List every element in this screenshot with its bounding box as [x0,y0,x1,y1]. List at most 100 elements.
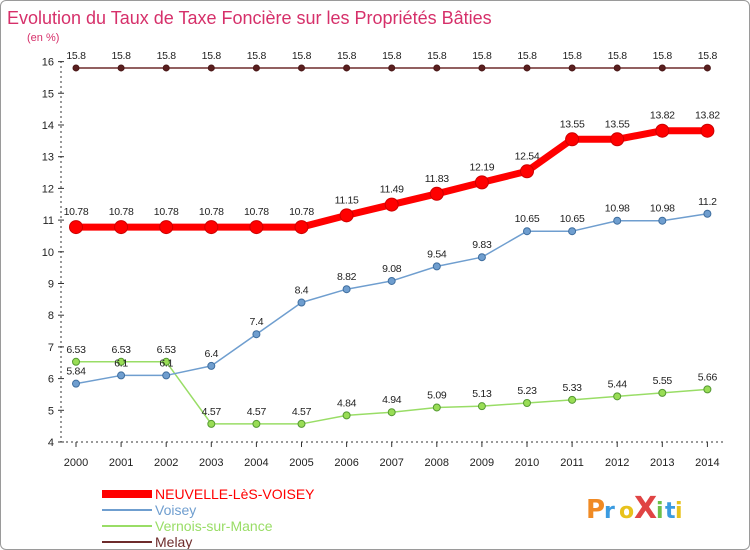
data-label-vernois: 4.57 [247,406,267,418]
data-labels: 15.8 15.8 15.8 15.8 15.8 15.8 15.8 15.8 15.8 15.8… [64,50,721,418]
chart-title: Evolution du Taux de Taxe Foncière sur l… [7,8,492,28]
data-label-melay: 15.8 [382,50,402,62]
data-label-neuvelle: 10.78 [289,206,314,218]
data-point-melay [252,64,260,72]
x-tick-label: 2012 [605,457,629,469]
data-point-voisey [523,227,531,236]
data-label-vernois: 4.84 [337,397,357,409]
data-label-neuvelle: 13.55 [560,118,585,130]
data-point-vernois [162,357,171,366]
data-point-neuvelle [249,220,264,235]
data-label-neuvelle: 13.82 [650,110,675,122]
y-tick-label: 10 [42,247,54,259]
y-tick-label: 8 [48,310,54,322]
data-point-melay [162,64,170,72]
data-point-melay [433,64,441,72]
data-label-vernois: 5.44 [608,378,628,390]
data-point-melay [658,64,666,72]
data-label-neuvelle: 13.82 [695,110,720,122]
legend: NEUVELLE-LèS-VOISEY Voisey Vernois-sur-M… [102,486,315,550]
logo-letter: r [604,499,615,524]
data-label-melay: 15.8 [292,50,312,62]
data-label-vernois: 4.57 [292,406,312,418]
data-label-voisey: 8.4 [295,285,309,297]
data-point-vernois [613,392,622,401]
data-point-vernois [72,357,80,366]
data-label-voisey: 10.98 [605,203,630,215]
x-tick-label: 2006 [334,457,358,469]
data-point-vernois [297,419,306,428]
logo-letter: i [675,499,683,524]
data-point-melay [298,64,305,72]
x-axis-ticks: 2000 2001 2002 2003 2004 2005 2006 2007 2008 2009… [64,442,720,469]
data-label-melay: 15.8 [562,50,582,62]
data-label-voisey: 9.83 [472,239,492,251]
data-label-vernois: 6.53 [157,344,177,356]
data-label-vernois: 6.53 [66,344,86,356]
x-tick-label: 2004 [244,457,268,469]
data-point-voisey [342,285,351,294]
logo-letter: i [656,499,664,524]
data-point-vernois [387,408,396,417]
data-point-neuvelle [159,220,174,235]
data-label-melay: 15.8 [653,50,673,62]
x-tick-label: 2013 [650,457,674,469]
legend-label-vernois: Vernois-sur-Mance [155,518,273,534]
legend-label-melay: Melay [155,534,192,550]
data-label-vernois: 6.53 [111,344,131,356]
proxiti-logo: Pr o Xi t i [586,491,683,526]
data-point-voisey [72,379,80,388]
data-label-vernois: 5.55 [653,375,673,387]
data-point-neuvelle [520,164,534,179]
x-tick-label: 2009 [470,457,494,469]
data-label-voisey: 6.4 [204,348,218,360]
data-point-melay [72,64,80,72]
data-label-voisey: 5.84 [66,366,86,378]
data-label-melay: 15.8 [698,50,718,62]
series-layer [69,64,715,428]
y-tick-label: 15 [42,88,54,100]
data-label-voisey: 7.4 [250,316,264,328]
data-label-neuvelle: 12.54 [515,150,540,162]
data-point-melay [388,64,396,72]
logo-letter: P [586,495,605,525]
y-tick-label: 14 [42,120,54,132]
data-point-vernois [658,388,667,397]
unit-label: (en %) [27,32,59,44]
data-point-neuvelle [655,123,670,138]
data-point-voisey [117,371,126,380]
data-point-voisey [477,253,486,262]
data-label-neuvelle: 10.78 [109,206,134,218]
data-point-neuvelle [339,208,354,223]
logo-letter: o [619,499,634,524]
data-point-vernois [342,411,351,420]
legend-label-voisey: Voisey [155,502,196,518]
data-label-neuvelle: 10.78 [154,206,179,218]
data-label-neuvelle: 11.83 [425,173,449,185]
data-label-voisey: 10.65 [515,213,540,225]
data-label-vernois: 5.23 [517,385,537,397]
data-label-voisey: 10.65 [560,213,585,225]
data-label-voisey: 8.82 [337,271,357,283]
data-point-vernois [432,403,441,412]
x-tick-label: 2011 [560,457,584,469]
data-point-neuvelle [204,220,219,235]
data-point-neuvelle [69,220,83,235]
data-point-vernois [568,395,577,404]
y-axis-ticks: 4 5 6 7 8 9 10 11 12 13 14 15 16 [42,57,64,449]
data-point-vernois [252,419,261,428]
data-point-melay [523,64,531,72]
data-label-neuvelle: 10.78 [244,206,269,218]
data-label-voisey: 6.1 [114,357,128,369]
data-label-melay: 15.8 [337,50,357,62]
data-label-neuvelle: 12.19 [470,161,495,173]
data-point-melay [343,64,351,72]
data-label-melay: 15.8 [517,50,537,62]
logo-letter: X [634,491,657,526]
data-point-voisey [568,227,577,236]
data-label-melay: 15.8 [202,50,222,62]
data-point-voisey [703,209,712,218]
data-label-vernois: 5.66 [698,371,718,383]
